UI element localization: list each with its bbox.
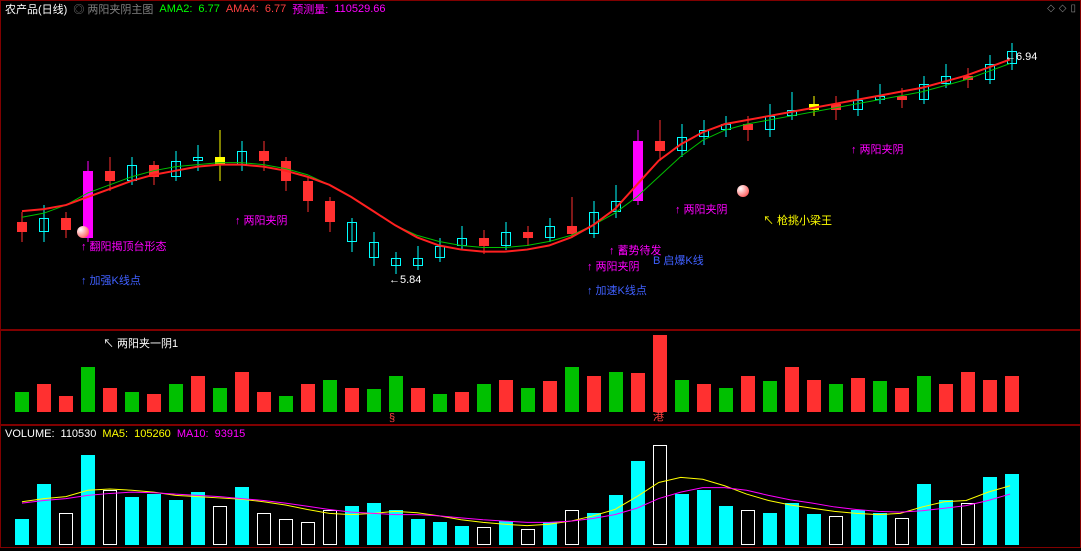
indicator-bar[interactable] <box>169 384 183 412</box>
indicator-bar[interactable] <box>631 373 645 412</box>
indicator-bar[interactable] <box>103 388 117 412</box>
indicator-bar[interactable] <box>719 388 733 412</box>
vol-label: VOLUME: <box>5 428 55 440</box>
indicator-bar[interactable] <box>543 381 557 412</box>
indicator-bar[interactable] <box>829 384 843 412</box>
indicator-bar[interactable] <box>323 380 337 412</box>
indicator-bar[interactable] <box>741 376 755 412</box>
ma5-label: MA5: <box>102 428 128 440</box>
indicator-bar[interactable] <box>763 381 777 412</box>
chart-annotation: ↑ 两阳夹阴 <box>235 212 288 228</box>
ball-icon <box>737 185 749 200</box>
volume-ma-lines <box>1 426 1080 549</box>
panel2-annotation: ↖ 两阳夹一阴1 <box>103 335 178 351</box>
chart-annotation: ↑ 两阳夹阴 <box>675 201 728 217</box>
indicator-bar[interactable] <box>917 376 931 412</box>
indicator-bar[interactable] <box>499 380 513 412</box>
indicator-bar[interactable] <box>609 372 623 413</box>
indicator-bar[interactable] <box>59 396 73 412</box>
diamond-icon[interactable]: ◇ <box>1059 3 1067 14</box>
ama4-label: AMA4: <box>226 3 259 15</box>
indicator-bar[interactable] <box>587 376 601 412</box>
chart-title: 农产品(日线) <box>5 1 67 17</box>
panel3-header: VOLUME: 110530 MA5: 105260 MA10: 93915 <box>1 426 1080 442</box>
indicator-bar[interactable] <box>807 380 821 412</box>
indicator-bar[interactable] <box>961 372 975 413</box>
indicator-bar[interactable] <box>191 376 205 412</box>
indicator-bar[interactable] <box>1005 376 1019 412</box>
chart-annotation: ↑ 翻阳揭顶台形态 <box>81 238 167 254</box>
indicator-bar[interactable] <box>895 388 909 412</box>
panel-controls: ◇ ◇ ▯ <box>1047 3 1076 14</box>
ama4-value: 6.77 <box>265 3 286 15</box>
panel1-header: 农产品(日线) ◎ 两阳夹阴主图 AMA2: 6.77 AMA4: 6.77 预… <box>1 1 1080 17</box>
vol-value: 110530 <box>61 428 97 440</box>
ma10-value: 93915 <box>215 428 246 440</box>
indicator-bar[interactable] <box>983 380 997 412</box>
indicator-bar[interactable] <box>147 394 161 412</box>
indicator-bars[interactable]: ↖ 两阳夹一阴1 § 港 <box>1 331 1080 424</box>
ama2-label: AMA2: <box>159 3 192 15</box>
chart-subtitle: ◎ 两阳夹阴主图 <box>73 1 153 17</box>
indicator-bar[interactable] <box>213 388 227 412</box>
indicator-bar[interactable] <box>15 392 29 412</box>
indicator-bar[interactable] <box>301 384 315 412</box>
indicator-bar[interactable] <box>675 380 689 412</box>
bottom-mark: § <box>389 412 395 424</box>
chart-annotation: ↖ 枪挑小梁王 <box>763 212 832 228</box>
indicator-panel[interactable]: ↖ 两阳夹一阴1 § 港 <box>0 330 1081 425</box>
indicator-bar[interactable] <box>455 392 469 412</box>
indicator-bar[interactable] <box>697 384 711 412</box>
indicator-bar[interactable] <box>477 384 491 412</box>
indicator-bar[interactable] <box>37 384 51 412</box>
pred-label: 预测量: <box>292 1 328 17</box>
ma-lines <box>1 1 1080 330</box>
indicator-bar[interactable] <box>125 392 139 412</box>
chart-annotation: ↑ 两阳夹阴 <box>587 258 640 274</box>
indicator-bar[interactable] <box>81 367 95 412</box>
indicator-bar[interactable] <box>565 367 579 412</box>
indicator-bar[interactable] <box>345 388 359 412</box>
indicator-bar[interactable] <box>411 388 425 412</box>
indicator-bar[interactable] <box>235 372 249 413</box>
chart-annotation: ↑ 加速K线点 <box>587 282 647 298</box>
pred-value: 110529.66 <box>334 3 385 15</box>
ma5-value: 105260 <box>134 428 171 440</box>
indicator-bar[interactable] <box>873 381 887 412</box>
chart-annotation: ←6.94 <box>1005 51 1037 63</box>
indicator-bar[interactable] <box>851 378 865 412</box>
indicator-bar[interactable] <box>785 367 799 412</box>
ball-icon <box>77 226 89 241</box>
close-icon[interactable]: ▯ <box>1070 3 1076 14</box>
chart-annotation: B 启爆K线 <box>653 252 704 268</box>
candlestick-panel[interactable]: 农产品(日线) ◎ 两阳夹阴主图 AMA2: 6.77 AMA4: 6.77 预… <box>0 0 1081 330</box>
indicator-bar[interactable] <box>653 335 667 412</box>
indicator-bar[interactable] <box>257 392 271 412</box>
indicator-bar[interactable] <box>279 396 293 412</box>
chart-annotation: ↑ 两阳夹阴 <box>851 141 904 157</box>
indicator-bar[interactable] <box>433 394 447 412</box>
bottom-mark: 港 <box>653 408 664 424</box>
chart-annotation: ↑ 加强K线点 <box>81 272 141 288</box>
indicator-bar[interactable] <box>389 376 403 412</box>
indicator-bar[interactable] <box>367 389 381 412</box>
chart-annotation: ←5.84 <box>389 274 421 286</box>
indicator-bar[interactable] <box>521 388 535 412</box>
diamond-icon[interactable]: ◇ <box>1047 3 1055 14</box>
volume-panel[interactable]: VOLUME: 110530 MA5: 105260 MA10: 93915 <box>0 425 1081 548</box>
ma10-label: MA10: <box>177 428 209 440</box>
ama2-value: 6.77 <box>198 3 219 15</box>
indicator-bar[interactable] <box>939 384 953 412</box>
